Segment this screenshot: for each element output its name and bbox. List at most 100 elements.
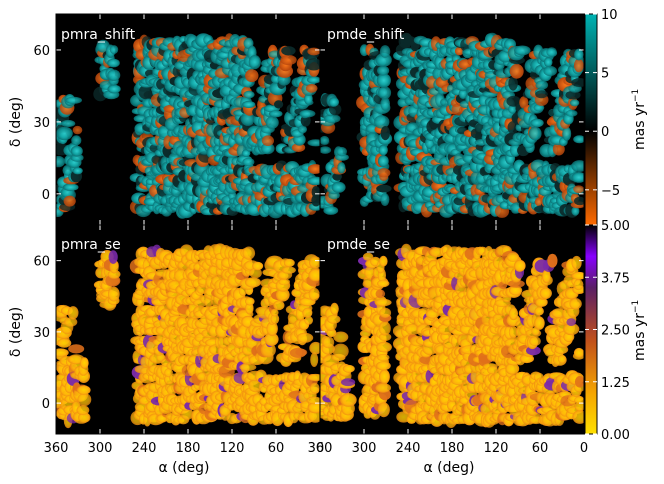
heatmap-cell [68,344,85,354]
heatmap-cell [565,90,581,100]
colorbar-se-label: mas yr−1 [631,300,648,361]
heatmap-cell [378,333,392,341]
heatmap-cell [534,306,544,316]
y-tick-label: 60 [33,44,50,59]
heatmap-cell [320,135,330,145]
heatmap-cell [379,255,388,267]
heatmap-cell [514,259,526,272]
heatmap-cell [70,145,83,157]
x-tick-label: 240 [396,441,421,456]
x-tick-label: 300 [352,441,377,456]
heatmap-cell [341,378,356,387]
heatmap-cell [309,256,320,269]
heatmap-cell [374,115,390,129]
heatmap-cell [239,363,257,372]
heatmap-cell [362,252,374,261]
heatmap-cell [295,348,308,356]
heatmap-cell [573,58,584,73]
heatmap-cell [573,135,584,144]
heatmap-cell [243,90,255,99]
heatmap-cell [299,109,316,118]
panel-label-pmra-se: pmra_se [61,237,121,253]
heatmap-cell [573,347,584,358]
heatmap-cell [323,206,339,215]
heatmap-cell [571,271,584,280]
y-tick-label: 0 [42,397,50,412]
heatmap-cell [377,353,390,362]
panel-frames [55,13,585,435]
y-tick-label: 60 [33,255,50,270]
heatmap-pmde-shift [320,32,584,218]
heatmap-cell [376,73,391,88]
heatmap-cell [535,297,548,308]
heatmap-cell [322,336,335,349]
heatmap-cell [333,331,349,343]
heatmap-cell [546,47,557,57]
heatmap-cell [337,162,346,174]
heatmap-cell [530,118,544,128]
heatmap-cell [56,126,73,141]
heatmap-cell [309,382,320,394]
heatmap-cell [281,46,296,56]
heatmap-cell [268,110,283,118]
heatmap-cell [244,277,261,288]
heatmap-cell [519,96,529,109]
heatmap-cell [380,193,390,206]
heatmap-cell [302,307,313,318]
y-tick-label: 30 [33,116,50,131]
heatmap-cell [458,88,468,100]
heatmap-pmra-shift [56,33,320,219]
heatmap-cell [72,167,83,175]
heatmap-cell [376,361,391,371]
y-tick-label: 30 [33,326,50,341]
heatmap-cell [307,373,320,382]
heatmap-cell [307,401,320,414]
heatmap-cell [377,168,391,178]
heatmap-cell [261,142,275,155]
heatmap-cell [270,313,280,325]
heatmap-cell [571,255,582,270]
heatmap-cell [265,116,279,129]
heatmap-cell [552,142,565,156]
panel-label-pmde-se: pmde_se [327,237,390,253]
heatmap-cell [507,121,518,135]
heatmap-cell [330,302,339,315]
x-tick-label: 0 [316,441,324,456]
x-tick-label: 300 [88,441,113,456]
x-tick-label: 120 [220,441,245,456]
heatmap-cell [245,297,255,306]
heatmap-cell [376,184,392,193]
heatmap-cell [61,119,76,128]
heatmap-cell [508,104,517,114]
heatmap-cell [380,97,391,111]
heatmap-cell [242,157,255,167]
colorbar-tick-label: 0.00 [601,428,630,443]
heatmap-cell [508,76,518,91]
x-tick-label: 180 [440,441,465,456]
heatmap-cell [56,155,66,168]
heatmap-cell [569,99,580,107]
heatmap-cell [260,342,276,358]
colorbar-tick-label: 5.00 [601,219,630,234]
heatmap-cell [574,48,584,61]
heatmap-cell [508,326,518,339]
colorbar-tick-label: 2.50 [601,324,630,339]
heatmap-cell [565,109,578,117]
heatmap-cell [543,57,553,67]
heatmap-cell [539,287,552,299]
heatmap-cell [242,100,256,109]
heatmap-cell [574,401,584,412]
heatmap-cell [307,164,320,174]
heatmap-cell [323,114,341,124]
heatmap-cell [514,45,531,56]
x-tick-label: 180 [176,441,201,456]
colorbar-tick-label: 1.25 [601,376,630,391]
x-axis-label-left: α (deg) [159,460,210,476]
heatmap-cell [573,279,584,291]
heatmap-pmra-se [56,243,320,429]
heatmap-cell [571,206,580,216]
heatmap-cell [534,316,545,330]
heatmap-cell [375,383,392,393]
heatmap-cell [310,352,319,368]
heatmap-cell [306,76,320,84]
